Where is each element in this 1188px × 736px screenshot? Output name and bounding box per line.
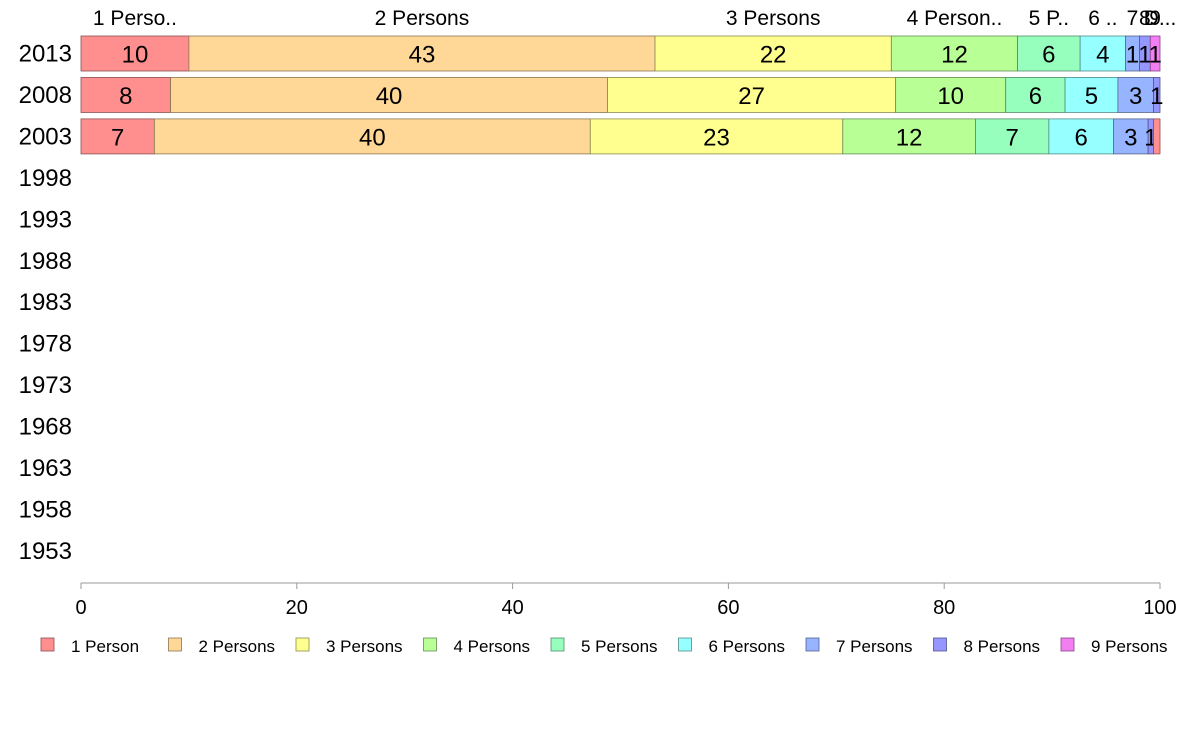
year-label-2003: 2003: [19, 123, 72, 150]
top-label: 8: [1139, 7, 1151, 30]
legend-swatch: [805, 637, 820, 652]
segment-label: 1: [1150, 83, 1163, 110]
segment-label: 7: [111, 124, 124, 151]
segment-label: 22: [760, 42, 787, 69]
segment-label: 23: [703, 124, 730, 151]
bar-segment-2008-3: [607, 77, 897, 113]
segment-label: 1: [1126, 42, 1139, 69]
year-label-1983: 1983: [19, 289, 72, 316]
year-label-2013: 2013: [19, 41, 72, 68]
legend-label: 9 Persons: [1091, 637, 1168, 656]
segment-label: 1: [1148, 42, 1161, 69]
legend-swatch: [550, 637, 565, 652]
bar-segment-2013-4: [890, 35, 1018, 72]
legend-label: 8 Persons: [964, 637, 1041, 656]
year-label-1968: 1968: [19, 414, 72, 441]
legend-label: 1 Person: [71, 637, 139, 656]
year-label-1998: 1998: [19, 165, 72, 192]
bar-segment-2008-1: [80, 77, 171, 113]
legend-swatch: [168, 637, 182, 652]
legend-label: 7 Persons: [836, 637, 913, 656]
bar-segment-2003-1: [80, 118, 155, 155]
segment-label: 4: [1096, 42, 1109, 69]
bar-segment-2008-8: [1153, 77, 1161, 113]
segment-label: 43: [409, 42, 436, 69]
legend-swatch: [1060, 637, 1075, 652]
segment-label: 3: [1124, 124, 1137, 151]
segment-label: 7: [1005, 124, 1018, 151]
segment-label: 6: [1042, 42, 1055, 69]
legend-swatch: [933, 637, 947, 652]
segment-label: 12: [896, 124, 923, 151]
legend-swatch: [423, 637, 437, 652]
top-label: 9: [1149, 7, 1161, 30]
bar-segment-2013-1: [80, 35, 190, 72]
bar-segment-2013-3: [654, 35, 892, 72]
bar-segment-2003-4: [842, 118, 976, 155]
legend-label: 6 Persons: [709, 637, 786, 656]
top-label: 1 Perso..: [93, 7, 177, 30]
legend-swatch: [40, 637, 55, 652]
year-label-1988: 1988: [19, 248, 72, 275]
segment-label: 10: [937, 83, 964, 110]
segment-label: 6: [1029, 83, 1042, 110]
bar-segment-2008-7: [1117, 77, 1154, 113]
bar-segment-2003-5: [975, 118, 1050, 155]
bar-segment-2003-2: [153, 118, 591, 155]
top-label: 7: [1127, 7, 1139, 30]
x-tick-label: 40: [501, 597, 523, 619]
year-label-1973: 1973: [19, 372, 72, 399]
bar-segment-2008-6: [1064, 77, 1119, 113]
year-label-1963: 1963: [19, 455, 72, 482]
top-label: D...: [1144, 7, 1177, 30]
top-label: 5 P..: [1029, 7, 1069, 30]
segment-label: 40: [376, 83, 403, 110]
x-tick-label: 20: [286, 597, 308, 619]
segment-label: 3: [1129, 83, 1142, 110]
year-label-1978: 1978: [19, 331, 72, 358]
x-tick-label: 100: [1143, 597, 1176, 619]
segment-label: 40: [359, 124, 386, 151]
year-label-2008: 2008: [19, 82, 72, 109]
year-label-1958: 1958: [19, 496, 72, 523]
legend-label: 5 Persons: [581, 637, 658, 656]
top-label: 3 Persons: [726, 7, 821, 30]
x-tick-label: 0: [75, 597, 86, 619]
segment-label: 8: [119, 83, 132, 110]
legend-swatch: [678, 637, 692, 652]
bar-segment-2003-6: [1048, 118, 1115, 155]
top-label: 6 ..: [1088, 7, 1117, 30]
bar-segment-2013-6: [1079, 35, 1126, 72]
legend-label: 2 Persons: [199, 637, 276, 656]
segment-label: 27: [738, 83, 765, 110]
segment-label: 12: [941, 42, 968, 69]
segment-label: 10: [122, 42, 149, 69]
top-label: 2 Persons: [375, 7, 470, 30]
bar-segment-2003-3: [589, 118, 844, 155]
year-label-1953: 1953: [19, 538, 72, 565]
top-label: 4 Person..: [907, 7, 1003, 30]
segment-label: 1: [1138, 42, 1151, 69]
x-tick-label: 60: [717, 597, 739, 619]
bar-segment-2013-2: [188, 35, 656, 72]
bar-segment-2008-2: [170, 77, 608, 113]
segment-label: 5: [1085, 83, 1098, 110]
bar-segment-2013-5: [1017, 35, 1081, 72]
bar-segment-2003-10: [1153, 118, 1161, 155]
year-label-1993: 1993: [19, 206, 72, 233]
legend-swatch: [295, 637, 310, 652]
x-tick-label: 80: [933, 597, 955, 619]
segment-label: 6: [1075, 124, 1088, 151]
bar-segment-2013-9: [1149, 35, 1161, 72]
legend-label: 3 Persons: [326, 637, 403, 656]
bar-segment-2008-5: [1005, 77, 1066, 113]
legend-label: 4 Persons: [454, 637, 531, 656]
